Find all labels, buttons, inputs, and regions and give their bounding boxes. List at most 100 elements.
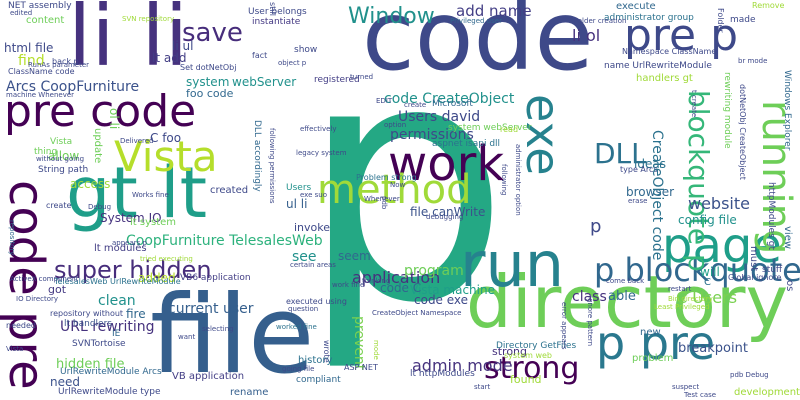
word-page: page <box>662 218 782 274</box>
word-compliant: compliant <box>296 375 341 385</box>
word-history: history <box>298 355 333 366</box>
word-privileged-user: Privileged user <box>450 17 502 25</box>
word-mode: mode <box>372 340 380 360</box>
word-stuff: stuff <box>762 265 783 275</box>
word-httpmodules-gt: httpModules gt <box>766 182 776 250</box>
word-got: got <box>48 283 67 296</box>
word-strong-2: strong <box>492 345 528 358</box>
word-show: show <box>294 45 318 55</box>
word-type-arcs: type Arcs <box>620 165 658 174</box>
word-object-p: object p <box>278 59 307 67</box>
word-lt-handlers: lt handlers <box>64 319 112 329</box>
word-ul-li: ul li <box>286 197 308 211</box>
word-telesalesweb-urlrewritemodule: TelesalesWeb UrlRewriteModule <box>54 277 181 286</box>
word-without-going: without going <box>36 155 85 163</box>
word-work: work <box>388 136 505 192</box>
word-li-li: li li <box>68 0 189 85</box>
word-code: code <box>362 0 594 92</box>
word-test-case: Test case <box>684 391 717 399</box>
word-createobject-namespace: CreateObject Namespace <box>372 309 462 317</box>
word-fact: fact <box>252 51 268 60</box>
word-turned: turned <box>350 73 374 81</box>
word-method: method <box>317 167 472 213</box>
word-update: update <box>92 128 103 164</box>
word-content: content <box>26 15 65 26</box>
word-seem: seem <box>338 249 371 263</box>
word-pdb-debug: pdb Debug <box>730 371 769 379</box>
word-url-rewriting: URL rewriting <box>60 319 155 335</box>
word-run: run <box>460 228 565 301</box>
word-edited: edited <box>10 9 33 17</box>
word-made: made <box>730 15 756 25</box>
word-prevent: prevent <box>351 316 367 371</box>
word-exe-suo: exe suo <box>300 191 328 199</box>
word-webserver: webServer <box>232 75 297 89</box>
word-c-foo: C foo <box>150 131 182 145</box>
word-urlrewritemodule-arcs: UrlRewriteModule Arcs <box>60 367 162 377</box>
word-exe: exe <box>516 94 570 176</box>
word-repository: repository <box>8 220 16 256</box>
word-development: development <box>734 387 800 398</box>
word-p-blockquote: p blockquote <box>594 251 800 289</box>
word-super-hidden: super hidden <box>54 256 212 284</box>
word-tried-executing: tried executing <box>140 255 193 263</box>
word-os: os <box>784 280 795 292</box>
word-program: program <box>404 263 464 279</box>
word-website: website <box>688 194 750 213</box>
word-come-back: come back <box>606 277 645 285</box>
word-string-path: String path <box>38 165 89 175</box>
word-found: found <box>510 373 542 386</box>
word-want: want <box>178 333 196 341</box>
word-create: create <box>46 201 72 210</box>
word-name-urlrewritemodule: name UrlRewriteModule <box>604 61 712 71</box>
word-worked-fine: worked fine <box>276 323 317 331</box>
word-pdb: pdb <box>380 196 388 210</box>
word-t-create: t create <box>690 90 698 118</box>
word-vb-application: VB application <box>172 371 245 382</box>
word-ol-li: ol li <box>107 108 121 130</box>
word-lt-add: lt add <box>152 51 187 65</box>
word-html-file: html file <box>4 41 54 55</box>
word-classname-code: ClassName code <box>8 67 75 76</box>
word-fire: fire <box>126 307 146 321</box>
word-system-io: System IO <box>100 211 162 225</box>
word-wrote: wrote <box>322 340 331 363</box>
word-code-createobject: code CreateObject <box>384 91 515 107</box>
word-edit: EDIT <box>376 97 393 105</box>
word-following-permissions: following permissions <box>268 128 276 204</box>
word-vb6-application: VB6 application <box>180 273 251 283</box>
word-directory-getfiles: Directory GetFiles <box>496 341 577 351</box>
word-lt-system: lt system <box>130 217 177 228</box>
word-hidden-file: hidden file <box>56 357 125 372</box>
word-li-ol: li ol <box>572 26 601 45</box>
word-created: created <box>210 185 249 196</box>
word-folder: Folder <box>716 8 725 33</box>
word-suspect: suspect <box>672 383 700 391</box>
word-debug: Debug <box>88 203 112 211</box>
word-net-assembly: NET assembly <box>8 1 72 11</box>
word-registered: registered <box>314 75 360 85</box>
word-work-fine: work fine <box>332 281 365 289</box>
word-svntortoise: SVNTortoise <box>72 339 126 349</box>
word-save: save <box>182 18 243 48</box>
word-works-fine: Works fine <box>132 191 169 199</box>
word-current-user: current user <box>168 301 254 317</box>
word-activex-component: ActiveX component <box>10 275 79 283</box>
word-class: class <box>572 289 607 305</box>
word-new: new <box>640 327 661 338</box>
word-still: still <box>268 2 277 16</box>
word-arcs-coopfurniture: Arcs CoopFurniture <box>6 79 140 95</box>
word-p-pre: p pre <box>596 316 716 370</box>
word-restart: restart <box>668 285 692 293</box>
word-users-david: Users david <box>398 109 481 125</box>
word-create-small: create <box>404 101 427 109</box>
word-directory: directory <box>466 260 789 344</box>
word-debugging: debugging <box>426 213 464 221</box>
word-c-users: C Users <box>676 288 738 307</box>
word-window: Window <box>348 4 435 29</box>
word-blockquote-p: blockquote p <box>682 90 715 272</box>
word-see: see <box>292 249 317 265</box>
word-br-mode: br mode <box>738 57 768 65</box>
word-file-canwrite: file canWrite <box>410 205 486 219</box>
word-permissions: permissions <box>390 127 474 143</box>
